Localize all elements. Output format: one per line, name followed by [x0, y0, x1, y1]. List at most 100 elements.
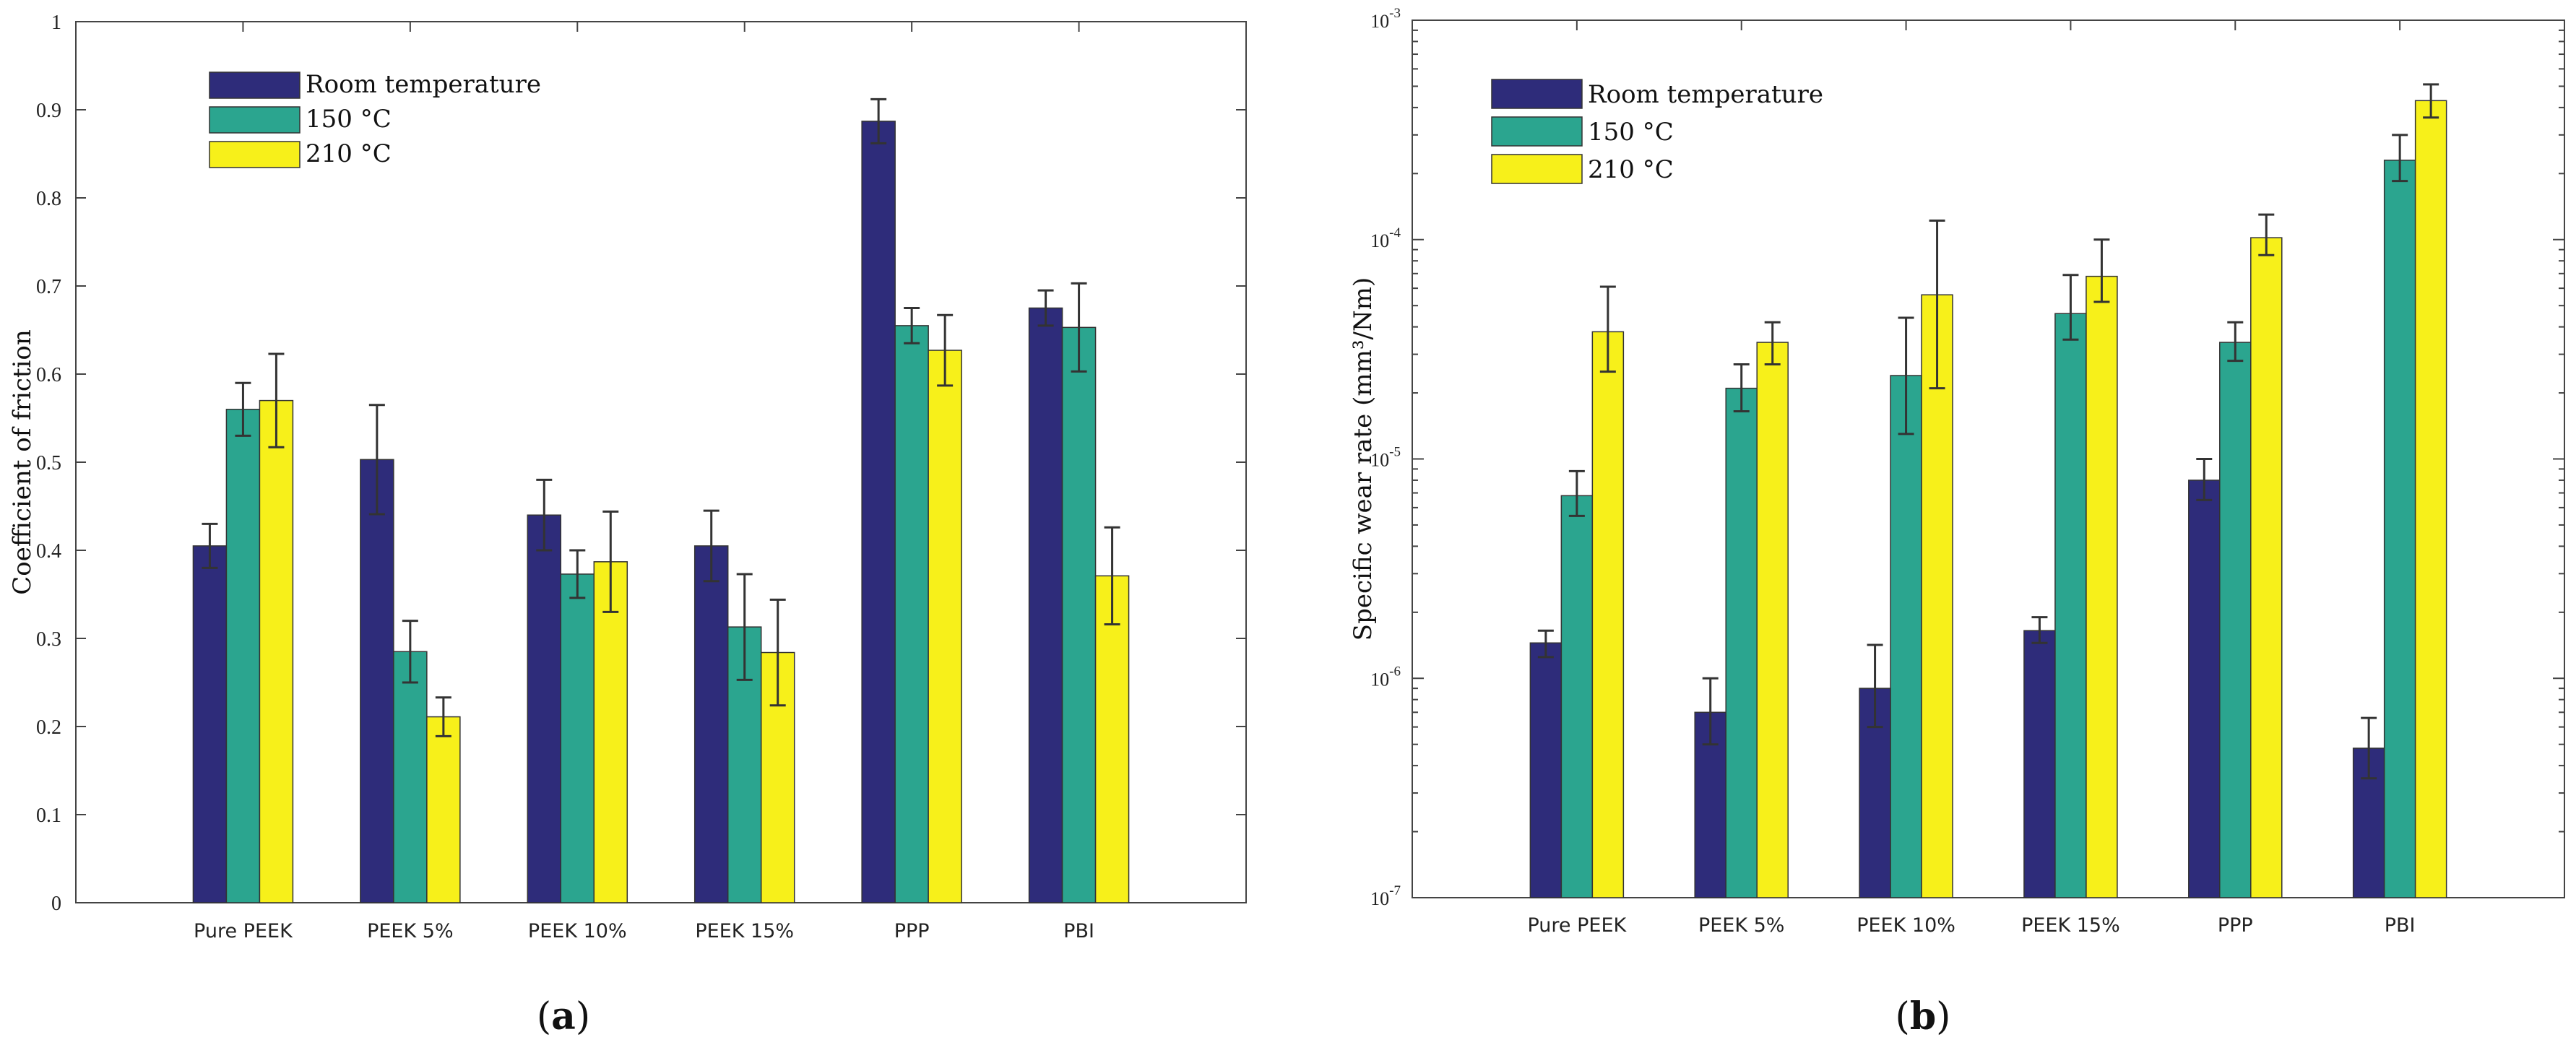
y-tick-label: 0.1	[36, 805, 61, 827]
bar	[192, 545, 228, 903]
panel-label: (b)	[1896, 994, 1951, 1039]
error-bar	[2361, 716, 2377, 780]
bar	[560, 573, 595, 903]
bar	[2188, 480, 2221, 898]
error-bar	[569, 549, 586, 599]
error-bar	[1898, 316, 1914, 435]
error-bar	[1104, 526, 1120, 625]
error-bar	[1733, 363, 1750, 412]
legend-swatch	[1491, 79, 1583, 109]
bar	[2054, 313, 2087, 898]
error-bar	[736, 573, 753, 681]
bar	[259, 399, 294, 903]
bar	[1725, 387, 1758, 898]
legend-label: Room temperature	[306, 70, 541, 99]
y-tick-label: 0.3	[36, 628, 61, 651]
legend-label: 210 °C	[306, 139, 392, 168]
x-category-label: PEEK 10%	[528, 920, 627, 942]
y-tick-label: 0.6	[36, 364, 61, 386]
error-bar	[1867, 643, 1883, 729]
legend-label: 150 °C	[306, 105, 392, 134]
error-bar	[2062, 274, 2079, 341]
error-bar	[2392, 134, 2408, 183]
bar	[225, 409, 261, 903]
bar	[527, 514, 562, 903]
x-category-label: PEEK 10%	[1857, 914, 1955, 937]
legend-swatch	[1491, 116, 1583, 147]
bar	[2414, 100, 2447, 898]
y-tick-label: 0.5	[36, 452, 61, 474]
error-bar	[235, 381, 251, 437]
error-bar	[904, 307, 920, 344]
legend-swatch	[209, 141, 301, 168]
error-bar	[937, 313, 954, 387]
error-bar	[703, 509, 719, 583]
y-tick-label: 10-6	[1370, 664, 1401, 690]
legend-label: 210 °C	[1588, 155, 1674, 184]
bar	[894, 325, 929, 903]
y-tick-label: 0.8	[36, 188, 61, 210]
y-axis-label: Specific wear rate (mm³/Nm)	[1349, 277, 1378, 641]
bar	[2086, 275, 2118, 898]
error-bar	[769, 598, 786, 707]
x-category-label: Pure PEEK	[1527, 914, 1627, 937]
y-tick-label: 0.7	[36, 276, 61, 298]
error-bar	[202, 522, 218, 569]
error-bar	[2093, 238, 2110, 303]
bar	[693, 545, 729, 903]
error-bar	[536, 478, 553, 552]
error-bar	[268, 352, 285, 448]
y-tick-label: 10-3	[1370, 6, 1401, 32]
bar	[1028, 307, 1063, 903]
error-bar	[1537, 629, 1554, 659]
x-category-label: PEEK 15%	[695, 920, 794, 942]
error-bar	[2196, 458, 2213, 501]
bar	[861, 121, 896, 903]
legend-swatch	[1491, 154, 1583, 184]
y-tick-label: 10-7	[1370, 883, 1401, 909]
error-bar	[1599, 285, 1616, 373]
legend-swatch	[209, 106, 301, 134]
legend-swatch	[209, 71, 301, 99]
error-bar	[870, 97, 887, 144]
panel-label: (a)	[537, 994, 590, 1039]
bar	[1061, 326, 1097, 903]
x-category-label: PBI	[2385, 914, 2416, 937]
x-category-label: PEEK 5%	[1698, 914, 1785, 937]
error-bar	[1764, 321, 1781, 365]
bar	[360, 459, 394, 903]
error-bar	[2227, 321, 2244, 363]
error-bar	[435, 696, 451, 737]
bar	[393, 651, 428, 903]
legend-label: 150 °C	[1588, 118, 1674, 147]
error-bar	[2258, 213, 2275, 256]
error-bar	[2423, 83, 2439, 119]
chart-a: 0 0.1 0.2 0.3 0.4 0.5 0.6 0.7 0.8 0.9 1 Coefficient…	[8, 12, 1247, 1039]
bar	[426, 716, 461, 903]
x-category-label: PPP	[894, 920, 930, 942]
bar	[1756, 342, 1789, 898]
bar	[1560, 495, 1594, 898]
x-category-label: PEEK 5%	[367, 920, 454, 942]
x-category-label: PPP	[2218, 914, 2253, 937]
error-bar	[2031, 616, 2048, 644]
y-axis-label: Coefficient of friction	[8, 329, 37, 595]
y-tick-label: 0.4	[36, 540, 61, 563]
y-tick-label: 0	[51, 893, 61, 915]
y-tick-label: 0.2	[36, 716, 61, 739]
bar	[1591, 331, 1625, 898]
bar	[2383, 160, 2416, 898]
x-category-label: Pure PEEK	[194, 920, 293, 942]
bar	[2219, 342, 2252, 898]
error-bar	[1568, 469, 1585, 517]
bar	[593, 561, 628, 903]
error-bar	[1071, 282, 1087, 373]
error-bar	[368, 404, 385, 516]
bar	[928, 350, 962, 903]
error-bar	[602, 510, 619, 613]
bar	[1529, 642, 1563, 898]
error-bar	[1037, 289, 1054, 327]
error-bar	[1929, 220, 1945, 390]
y-tick-label: 1	[51, 12, 61, 34]
